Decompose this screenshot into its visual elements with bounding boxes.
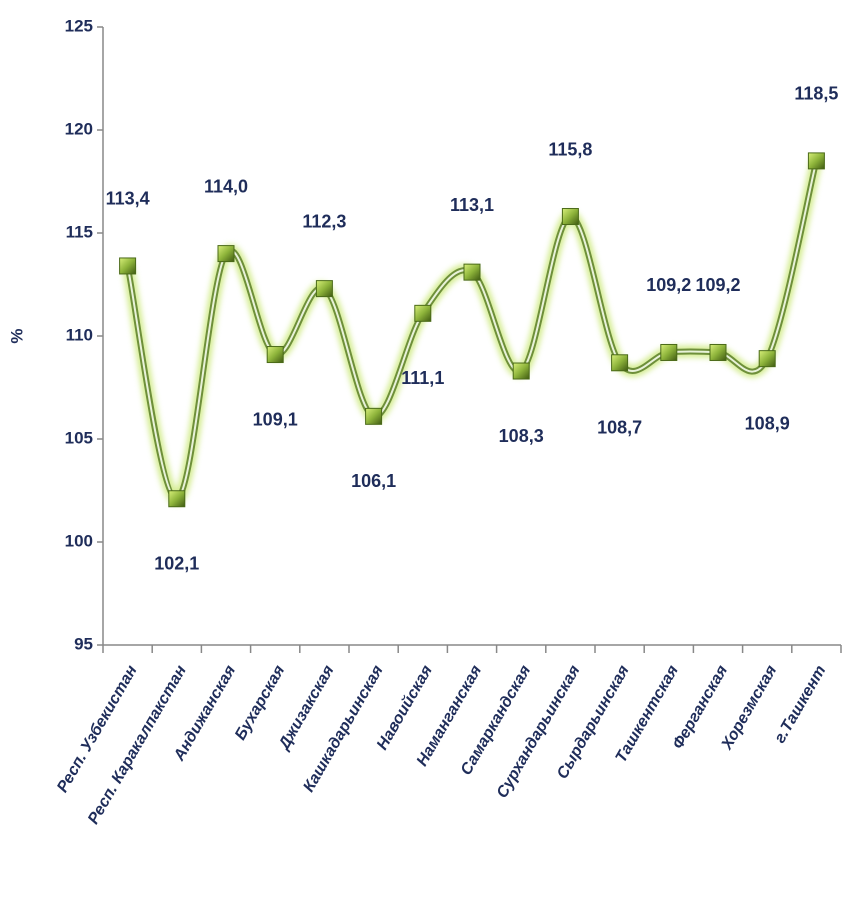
y-tick-label: 115	[66, 222, 93, 241]
data-label: 118,5	[794, 84, 838, 104]
y-tick-label: 110	[66, 325, 93, 344]
y-axis-label: %	[7, 328, 26, 343]
marker	[807, 152, 825, 170]
data-label: 113,4	[106, 189, 150, 209]
y-tick-label: 125	[65, 16, 93, 35]
data-label: 115,8	[548, 139, 592, 159]
data-label: 109,1	[253, 409, 298, 429]
data-label: 109,2	[646, 275, 691, 295]
y-tick-label: 100	[65, 531, 93, 550]
marker	[512, 362, 530, 380]
x-tick-label: Респ. Каракалпакстан	[85, 662, 190, 827]
x-tick-label: Бухарская	[232, 662, 289, 743]
marker	[758, 350, 776, 368]
data-label: 113,1	[450, 195, 494, 215]
x-tick-label: г.Ташкент	[772, 663, 830, 746]
y-tick-label: 105	[65, 428, 93, 447]
data-label: 108,7	[597, 418, 642, 438]
data-label: 109,2	[695, 275, 740, 295]
marker	[414, 304, 432, 322]
marker	[660, 343, 678, 361]
y-tick-label: 95	[74, 634, 93, 653]
marker	[611, 354, 629, 372]
marker	[463, 263, 481, 281]
marker	[315, 280, 333, 298]
marker	[266, 346, 284, 364]
y-tick-label: 120	[65, 119, 93, 138]
marker	[119, 257, 137, 275]
data-label: 102,1	[154, 553, 199, 573]
data-label: 108,3	[499, 426, 544, 446]
data-label: 106,1	[351, 471, 396, 491]
marker	[168, 490, 186, 508]
data-label: 108,9	[745, 413, 790, 433]
marker	[217, 245, 235, 263]
data-label: 111,1	[401, 368, 444, 388]
marker	[561, 208, 579, 226]
line-core	[126, 160, 818, 500]
data-label: 114,0	[204, 176, 248, 196]
marker	[365, 407, 383, 425]
data-label: 112,3	[302, 211, 346, 231]
marker	[709, 343, 727, 361]
